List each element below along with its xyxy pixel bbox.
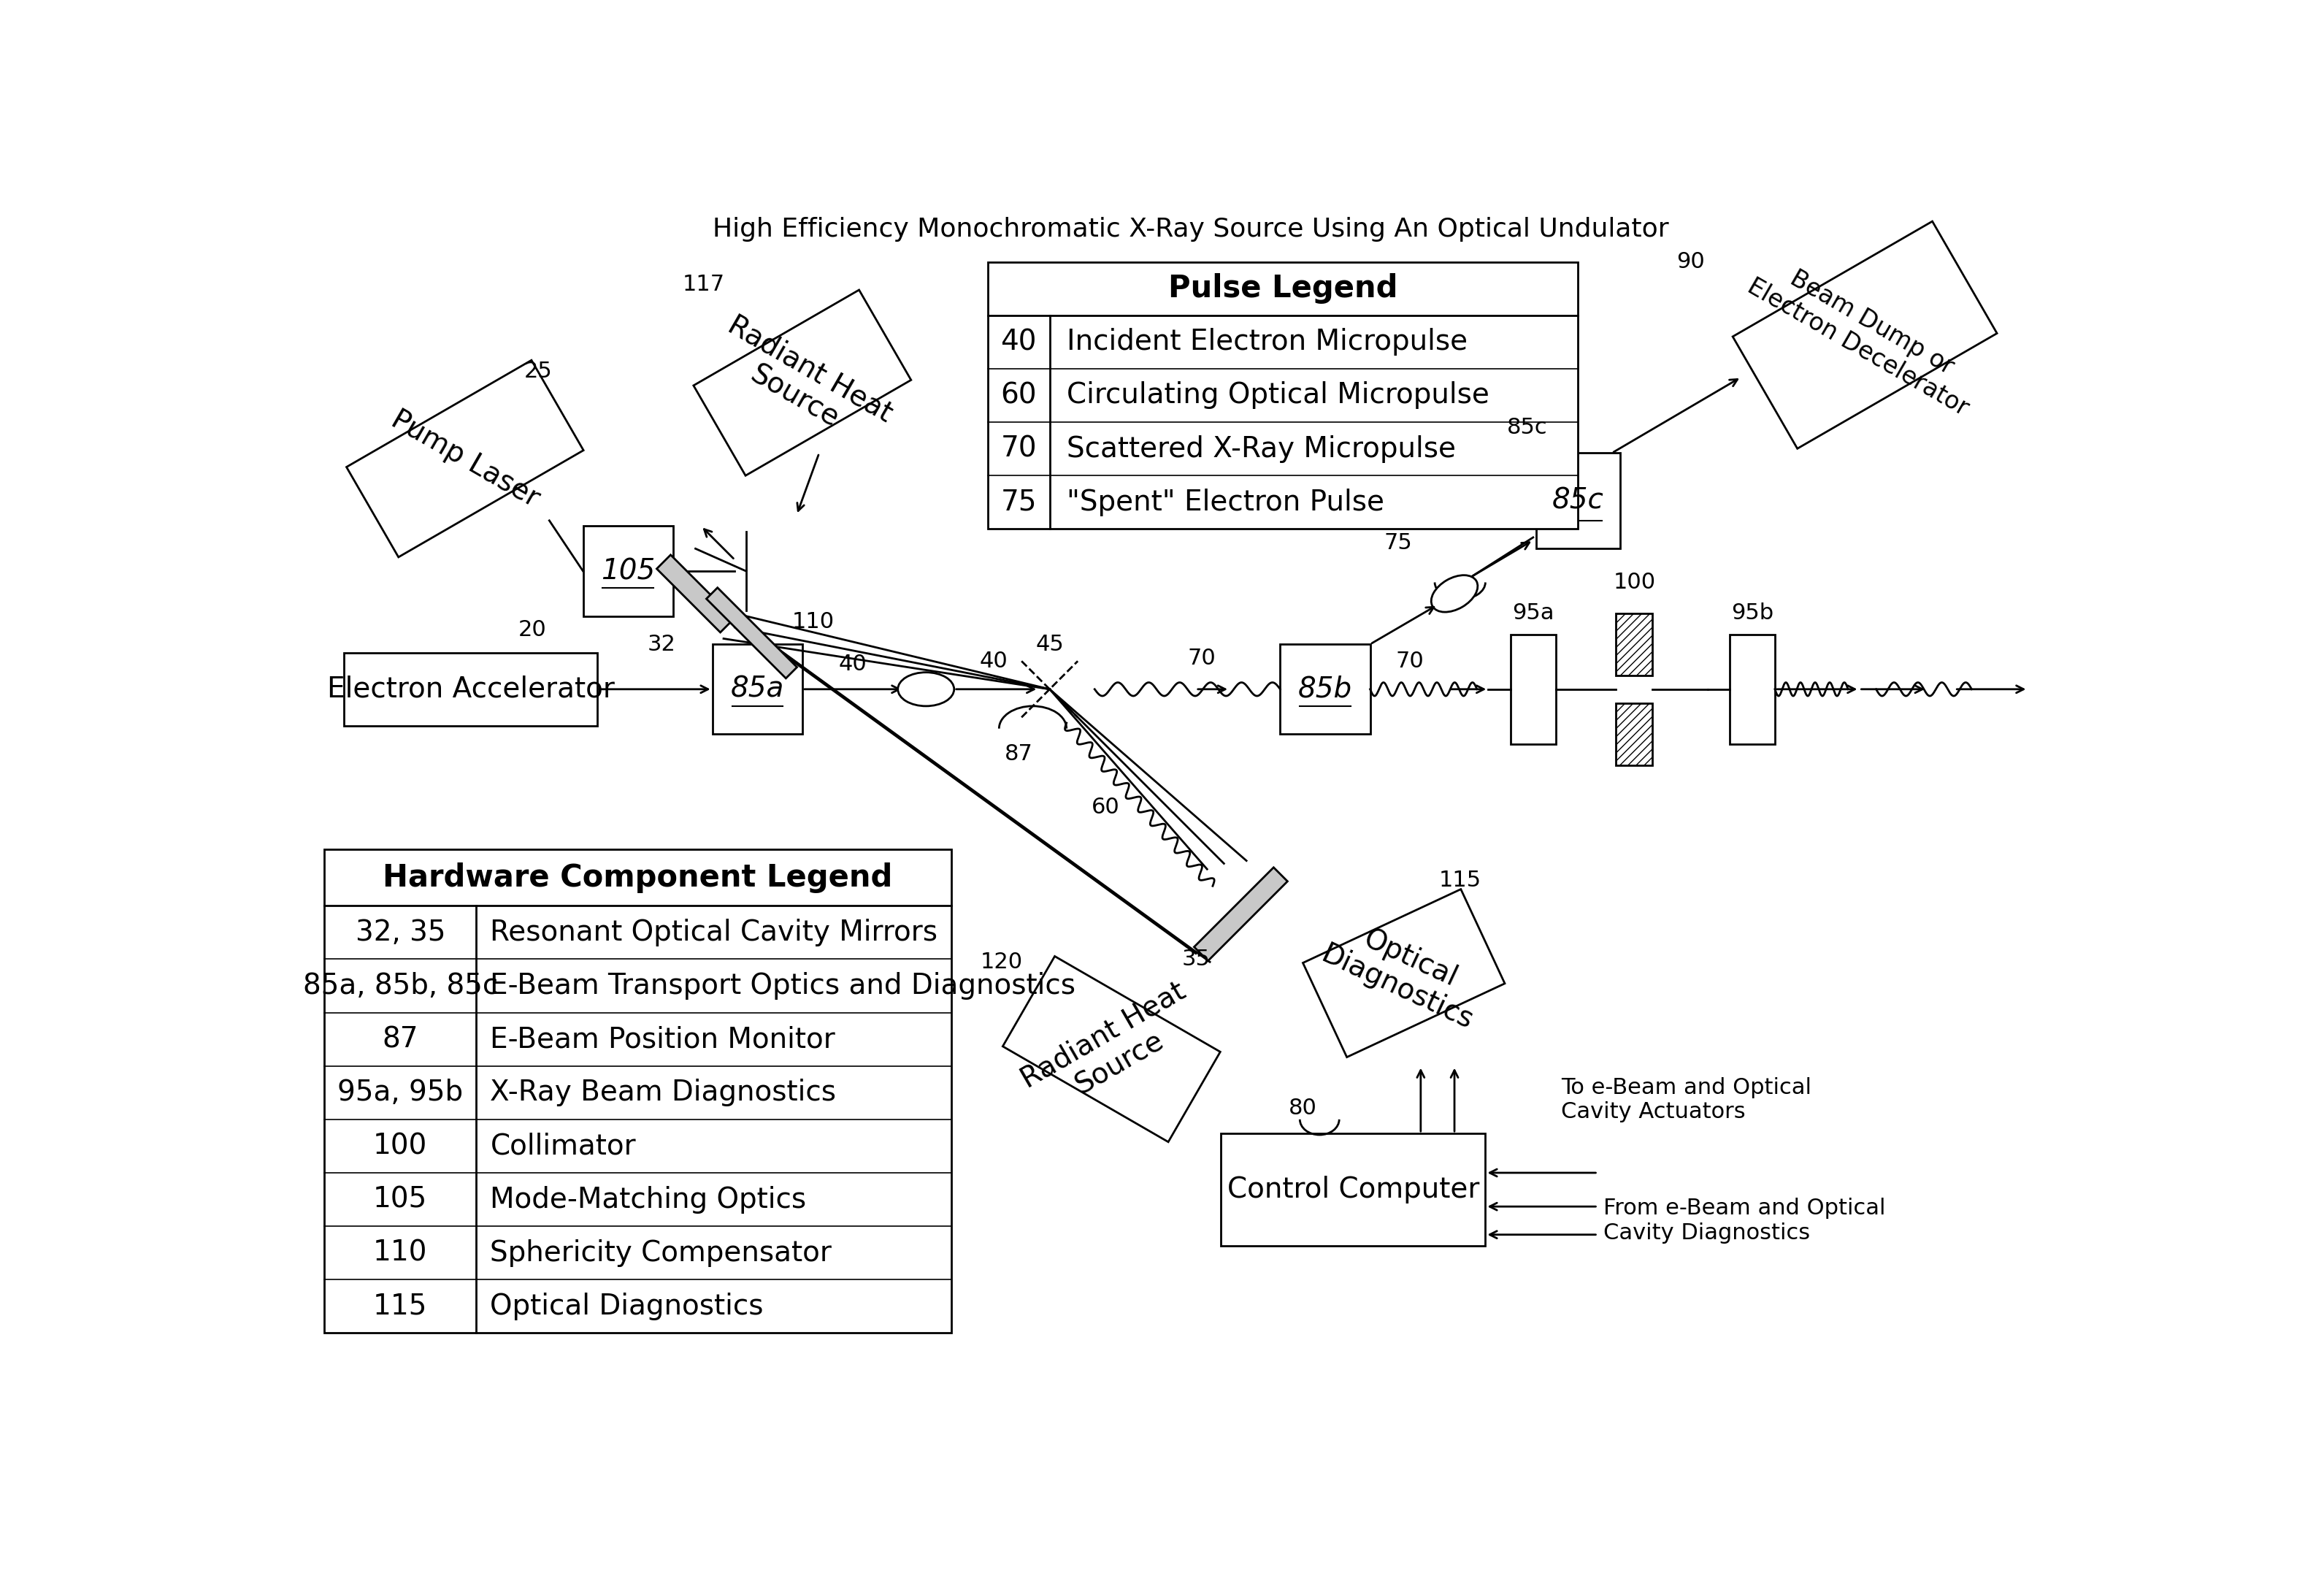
Text: 60: 60 (1002, 382, 1037, 409)
Text: 95a: 95a (1513, 602, 1555, 624)
Text: Pump Laser: Pump Laser (386, 404, 544, 513)
Text: 105: 105 (602, 557, 655, 585)
Text: 40: 40 (839, 653, 867, 675)
Text: E-Beam Position Monitor: E-Beam Position Monitor (490, 1026, 834, 1054)
Polygon shape (1195, 867, 1287, 961)
Text: 95a, 95b: 95a, 95b (337, 1079, 462, 1106)
Text: Pulse Legend: Pulse Legend (1169, 274, 1397, 304)
Text: 32: 32 (648, 634, 676, 654)
Bar (1615, 703, 1652, 764)
Text: Incident Electron Micropulse: Incident Electron Micropulse (1067, 329, 1466, 355)
Polygon shape (346, 360, 583, 557)
Text: Collimator: Collimator (490, 1133, 637, 1159)
Text: Optical
Diagnostics: Optical Diagnostics (1318, 911, 1492, 1035)
Text: 70: 70 (1394, 651, 1425, 672)
Text: E-Beam Transport Optics and Diagnostics: E-Beam Transport Optics and Diagnostics (490, 972, 1076, 1000)
Text: 117: 117 (683, 274, 725, 296)
Text: 87: 87 (1004, 744, 1032, 764)
Text: 75: 75 (1385, 532, 1413, 554)
Bar (1536, 453, 1620, 549)
Text: 25: 25 (523, 360, 553, 382)
Text: 85a, 85b, 85c: 85a, 85b, 85c (302, 972, 497, 1000)
Text: 90: 90 (1676, 252, 1706, 272)
Bar (1511, 634, 1555, 744)
Ellipse shape (1432, 576, 1478, 612)
Text: From e-Beam and Optical
Cavity Diagnostics: From e-Beam and Optical Cavity Diagnosti… (1604, 1197, 1885, 1243)
Bar (988, 261, 1578, 529)
Text: To e-Beam and Optical
Cavity Actuators: To e-Beam and Optical Cavity Actuators (1562, 1078, 1813, 1123)
Text: 85a: 85a (730, 675, 783, 703)
Text: 20: 20 (518, 620, 546, 640)
Text: High Efficiency Monochromatic X-Ray Source Using An Optical Undulator: High Efficiency Monochromatic X-Ray Sour… (713, 217, 1669, 242)
Text: 87: 87 (381, 1026, 418, 1054)
Text: Radiant Heat
Source: Radiant Heat Source (706, 310, 897, 455)
Bar (344, 653, 597, 725)
Bar (1220, 1134, 1485, 1246)
Text: Control Computer: Control Computer (1227, 1175, 1480, 1203)
Text: 110: 110 (792, 612, 834, 632)
Polygon shape (706, 588, 797, 678)
Text: 85c: 85c (1552, 488, 1604, 514)
Text: Sphericity Compensator: Sphericity Compensator (490, 1240, 832, 1266)
Bar (1281, 645, 1371, 735)
Text: 32, 35: 32, 35 (356, 919, 446, 947)
Text: 85b: 85b (1299, 675, 1353, 703)
Text: Resonant Optical Cavity Mirrors: Resonant Optical Cavity Mirrors (490, 919, 939, 947)
Polygon shape (693, 289, 911, 475)
Text: 70: 70 (1188, 648, 1215, 669)
Text: 100: 100 (374, 1133, 428, 1159)
Text: 60: 60 (1092, 796, 1120, 818)
Text: Hardware Component Legend: Hardware Component Legend (383, 862, 892, 893)
Text: 110: 110 (374, 1240, 428, 1266)
Text: Optical Diagnostics: Optical Diagnostics (490, 1293, 765, 1320)
Text: X-Ray Beam Diagnostics: X-Ray Beam Diagnostics (490, 1079, 837, 1106)
Text: 100: 100 (1613, 573, 1655, 593)
Text: 105: 105 (374, 1186, 428, 1213)
Polygon shape (1734, 222, 1996, 448)
Text: Radiant Heat
Source: Radiant Heat Source (1016, 977, 1206, 1122)
Bar (583, 525, 674, 617)
Text: 120: 120 (981, 952, 1023, 972)
Bar (1615, 613, 1652, 675)
Text: Circulating Optical Micropulse: Circulating Optical Micropulse (1067, 382, 1490, 409)
Text: 95b: 95b (1731, 602, 1773, 624)
Text: 45: 45 (1037, 634, 1064, 654)
Text: "Spent" Electron Pulse: "Spent" Electron Pulse (1067, 488, 1385, 516)
Text: 70: 70 (1002, 436, 1037, 462)
Text: Beam Dump or
Electron Decelerator: Beam Dump or Electron Decelerator (1743, 250, 1987, 420)
Bar (713, 645, 802, 735)
Text: 35: 35 (1181, 949, 1211, 969)
Text: Mode-Matching Optics: Mode-Matching Optics (490, 1186, 806, 1213)
Bar (325, 849, 951, 1332)
Text: 85c: 85c (1508, 417, 1548, 439)
Polygon shape (1304, 889, 1506, 1057)
Polygon shape (658, 555, 734, 632)
Ellipse shape (897, 672, 955, 706)
Text: Electron Accelerator: Electron Accelerator (328, 675, 614, 703)
Text: 40: 40 (978, 651, 1009, 672)
Bar (1729, 634, 1776, 744)
Text: 40: 40 (1002, 329, 1037, 355)
Text: 115: 115 (374, 1293, 428, 1320)
Text: 75: 75 (1002, 488, 1037, 516)
Polygon shape (1002, 956, 1220, 1142)
Text: 115: 115 (1439, 870, 1480, 890)
Text: 80: 80 (1287, 1098, 1318, 1118)
Text: Scattered X-Ray Micropulse: Scattered X-Ray Micropulse (1067, 436, 1455, 462)
